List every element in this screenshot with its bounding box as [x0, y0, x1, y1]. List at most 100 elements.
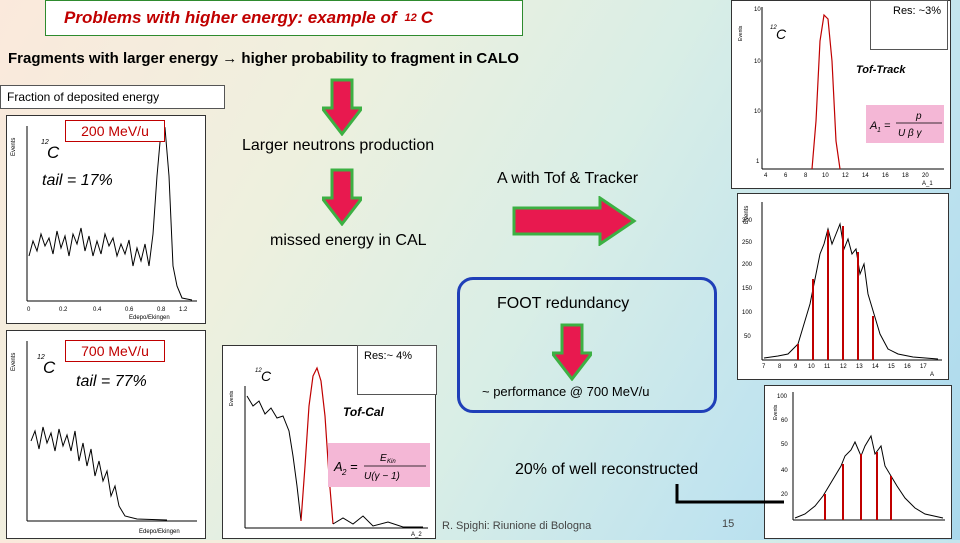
svg-text:6: 6: [784, 173, 788, 179]
step-larger-neutrons: Larger neutrons production: [242, 137, 435, 154]
formula-a2-svg: A 2 = E Kin U(γ − 1): [333, 453, 426, 482]
plot-700-mev: Events Edepo/Ekingen 12 C: [6, 330, 206, 539]
tail-label-700: tail = 77%: [76, 373, 147, 390]
svg-text:8: 8: [804, 173, 808, 179]
slide-title: Problems with higher energy: example of …: [45, 0, 523, 36]
x-axis-label-700: Edepo/Ekingen: [139, 529, 180, 535]
y-axis-label-tofcal: Events: [229, 390, 235, 406]
svg-text:E: E: [380, 453, 387, 464]
subtitle-part2: higher probability to fragment in CALO: [241, 50, 519, 67]
svg-text:16: 16: [882, 173, 889, 179]
formula-a2: A 2 = E Kin U(γ − 1): [328, 443, 430, 487]
carbon-symbol-label-700: C: [43, 358, 56, 377]
formula-a1: A 1 = p U β γ: [866, 105, 944, 143]
svg-text:10: 10: [754, 7, 761, 13]
subtitle-part1: Fragments with larger energy: [8, 50, 219, 67]
svg-text:0.6: 0.6: [125, 307, 134, 313]
svg-text:0: 0: [27, 307, 31, 313]
down-arrow-icon-2: [322, 168, 362, 226]
svg-text:50: 50: [781, 442, 788, 448]
plot-a-histogram: 300 250 200 150 100 50 7 8 9 10 11 12 13 14 15 16 17 Ev…: [737, 193, 949, 380]
plot-700-svg: Events Edepo/Ekingen 12 C: [11, 341, 197, 535]
svg-text:18: 18: [902, 173, 909, 179]
svg-text:20: 20: [922, 173, 929, 179]
svg-text:10: 10: [754, 59, 761, 65]
svg-text:14: 14: [862, 173, 869, 179]
res-middle-box: Res:~ 4%: [357, 345, 437, 395]
svg-text:U(γ − 1): U(γ − 1): [364, 471, 400, 482]
svg-text:17: 17: [920, 364, 927, 370]
plot-a-histogram-700-svg: 100 60 50 40 20 Events: [773, 392, 945, 521]
x-axis-label-a: A: [930, 372, 934, 378]
svg-text:=: =: [884, 120, 891, 132]
carbon-mass-label-700: 12: [37, 354, 45, 361]
connector-line: [675, 484, 784, 504]
title-isotope-mass: 12: [404, 12, 417, 24]
tail-label-200: tail = 17%: [42, 172, 113, 189]
svg-text:20: 20: [781, 492, 788, 498]
svg-text:1: 1: [877, 127, 881, 134]
svg-text:p: p: [915, 111, 922, 122]
x-axis-label-a1: A_1: [922, 181, 933, 187]
y-axis-label-a: Events: [744, 206, 750, 224]
plot-200-svg: 0 0.2 0.4 0.6 0.8 1.2 Events Edepo/Ekingen 12…: [11, 126, 197, 321]
foot-redundancy-box: [457, 277, 717, 413]
formula-a1-svg: A 1 = p U β γ: [869, 111, 942, 139]
svg-text:150: 150: [742, 286, 753, 292]
performance-label: ~ performance @ 700 MeV/u: [482, 384, 650, 399]
carbon-symbol-label-toftrack: C: [776, 26, 787, 42]
plot-tof-cal-svg: Events A_2 12 C Tof-Cal: [229, 366, 428, 538]
svg-text:A: A: [333, 459, 343, 474]
svg-text:16: 16: [904, 364, 911, 370]
carbon-symbol-label-tofcal: C: [261, 368, 272, 384]
svg-text:100: 100: [777, 394, 788, 400]
y-axis-label: Events: [11, 138, 17, 156]
well-reconstructed-label: 20% of well reconstructed: [515, 461, 699, 478]
energy-label-700: 700 MeV/u: [65, 340, 165, 362]
slide-subtitle: Fragments with larger energy → higher pr…: [8, 50, 519, 67]
svg-text:A: A: [869, 120, 877, 132]
plot-a-histogram-700: 100 60 50 40 20 Events: [764, 385, 952, 539]
svg-text:2: 2: [341, 468, 347, 477]
carbon-mass-label-toftrack: 12: [770, 25, 777, 31]
y-axis-label-toftrack: Events: [738, 25, 744, 41]
page-number: 15: [722, 518, 735, 530]
svg-text:Kin: Kin: [387, 459, 396, 465]
res-right-box: Res: ~3%: [870, 0, 948, 50]
foot-redundancy-label: FOOT redundancy: [497, 295, 630, 312]
x-axis-label: Edepo/Ekingen: [129, 315, 170, 321]
y-axis-label-a-700: Events: [773, 404, 779, 420]
svg-text:40: 40: [781, 468, 788, 474]
svg-text:1.2: 1.2: [179, 307, 188, 313]
plot-200-mev: 0 0.2 0.4 0.6 0.8 1.2 Events Edepo/Ekingen 12…: [6, 115, 206, 324]
right-arrow-icon: →: [222, 50, 238, 67]
energy-label-200: 200 MeV/u: [65, 120, 165, 142]
svg-text:0.8: 0.8: [157, 307, 166, 313]
svg-text:250: 250: [742, 240, 753, 246]
y-axis-label-700: Events: [11, 353, 17, 371]
svg-text:11: 11: [824, 364, 831, 370]
tof-track-label: Tof-Track: [856, 64, 906, 76]
svg-text:60: 60: [781, 418, 788, 424]
footer-author: R. Spighi: Riunione di Bologna: [442, 520, 592, 532]
svg-text:1: 1: [756, 159, 760, 165]
svg-text:10: 10: [808, 364, 815, 370]
carbon-symbol-label: C: [47, 143, 60, 162]
slide-title-text: Problems with higher energy: example of: [64, 8, 397, 27]
carbon-mass-label: 12: [41, 139, 49, 146]
step-a-with-tof-tracker: A with Tof & Tracker: [497, 170, 639, 187]
svg-text:10: 10: [822, 173, 829, 179]
svg-text:7: 7: [762, 364, 766, 370]
svg-text:0.2: 0.2: [59, 307, 68, 313]
svg-text:10: 10: [754, 109, 761, 115]
svg-text:8: 8: [778, 364, 782, 370]
svg-text:9: 9: [794, 364, 798, 370]
svg-text:300: 300: [742, 218, 753, 224]
plot-a-histogram-svg: 300 250 200 150 100 50 7 8 9 10 11 12 13 14 15 16 17 Ev…: [742, 202, 942, 378]
down-arrow-icon-1: [322, 78, 362, 136]
title-isotope-symbol: C: [420, 8, 434, 27]
carbon-mass-label-tofcal: 12: [255, 368, 262, 374]
svg-text:12: 12: [840, 364, 847, 370]
svg-text:15: 15: [888, 364, 895, 370]
